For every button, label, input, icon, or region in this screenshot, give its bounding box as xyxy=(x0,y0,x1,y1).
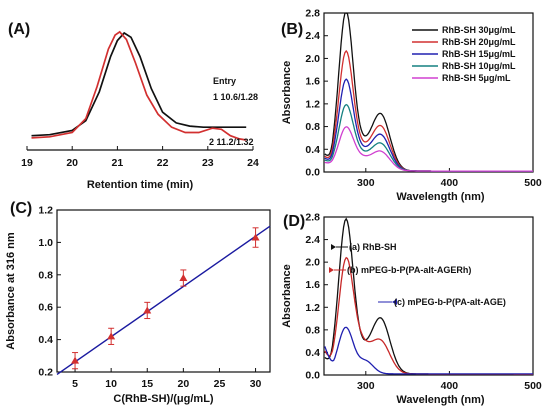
tick-label-b-x: 400 xyxy=(441,177,459,189)
tick-label-c-x: 10 xyxy=(105,378,117,390)
series-d-3 xyxy=(324,326,533,375)
series-b-5 xyxy=(324,126,533,172)
plot-frame-b xyxy=(323,12,534,173)
tick-label-d-y: 0.4 xyxy=(305,347,320,359)
tick-label-b-x: 500 xyxy=(524,177,542,189)
axis-label-a-x: Retention time (min) xyxy=(87,179,194,191)
tick-label-a-x: 23 xyxy=(202,157,214,169)
tick-label-d-x: 500 xyxy=(524,380,542,392)
tick-label-c-x: 5 xyxy=(72,378,78,390)
series-a-2 xyxy=(31,30,247,141)
legend-label-b-2: RhB-SH 20μg/mL xyxy=(442,37,516,47)
tick-label-d-x: 400 xyxy=(441,380,459,392)
panel-label-d: (D) xyxy=(283,213,305,230)
annotation-arrowhead-d-1 xyxy=(331,244,336,250)
plot-frame-d xyxy=(323,216,534,376)
legend-label-b-4: RhB-SH 10μg/mL xyxy=(442,61,516,71)
tick-label-c-x: 20 xyxy=(178,378,190,390)
tick-label-a-x: 21 xyxy=(112,157,124,169)
data-point-c xyxy=(107,332,116,340)
fit-line-c xyxy=(56,225,271,376)
plot-frame-c xyxy=(56,209,271,373)
panel-label-c: (C) xyxy=(10,200,32,217)
tick-label-a-x: 19 xyxy=(21,157,33,169)
series-a-1 xyxy=(31,31,247,137)
tick-label-c-y: 0.2 xyxy=(38,367,53,379)
annotation-label-d-2: (b) mPEG-b-P(PA-alt-AGERh) xyxy=(347,265,471,275)
tick-label-c-y: 1.2 xyxy=(38,205,53,217)
tick-label-b-y: 0.0 xyxy=(305,167,320,179)
tick-label-d-y: 2.8 xyxy=(305,212,320,224)
data-point-c xyxy=(143,306,152,314)
tick-label-a-x: 20 xyxy=(66,157,78,169)
tick-label-b-y: 1.6 xyxy=(305,76,320,88)
tick-label-d-x: 300 xyxy=(357,380,375,392)
tick-label-d-y: 1.2 xyxy=(305,302,320,314)
panel-label-a: (A) xyxy=(8,21,30,38)
legend-label-b-3: RhB-SH 15μg/mL xyxy=(442,49,516,59)
tick-label-b-y: 2.8 xyxy=(305,8,320,20)
tick-label-b-y: 2.4 xyxy=(305,30,320,42)
tick-label-c-y: 1.0 xyxy=(38,237,53,249)
tick-label-d-y: 0.0 xyxy=(305,370,320,382)
entry-label-a-1: 1 10.6/1.28 xyxy=(213,92,258,102)
legend-label-b-1: RhB-SH 30μg/mL xyxy=(442,25,516,35)
annotation-arrowhead-d-2 xyxy=(329,267,334,273)
panel-label-b: (B) xyxy=(281,21,303,38)
entry-title-a: Entry xyxy=(213,76,236,86)
tick-label-b-x: 300 xyxy=(357,177,375,189)
tick-label-d-y: 1.6 xyxy=(305,279,320,291)
tick-label-b-y: 1.2 xyxy=(305,98,320,110)
tick-label-c-x: 25 xyxy=(214,378,226,390)
data-point-c xyxy=(251,233,260,241)
data-point-c xyxy=(71,356,80,364)
axis-label-d-x: Wavelength (nm) xyxy=(396,394,485,406)
tick-label-c-y: 0.4 xyxy=(38,334,53,346)
tick-label-c-x: 30 xyxy=(250,378,262,390)
tick-label-b-y: 0.8 xyxy=(305,121,320,133)
tick-label-a-x: 24 xyxy=(247,157,259,169)
data-point-c xyxy=(179,274,188,282)
tick-label-b-y: 0.4 xyxy=(305,144,320,156)
series-d-2 xyxy=(324,256,533,375)
annotation-arrowhead-d-3 xyxy=(392,299,397,305)
tick-label-a-x: 22 xyxy=(157,157,169,169)
axis-label-d-y: Absorbance xyxy=(281,264,293,328)
entry-label-a-2: 2 11.2/1.32 xyxy=(209,137,254,147)
axis-label-b-y: Absorbance xyxy=(281,61,293,125)
tick-label-d-y: 0.8 xyxy=(305,324,320,336)
axis-label-c-x: C(RhB-SH)/(μg/mL) xyxy=(113,393,214,405)
tick-label-c-x: 15 xyxy=(141,378,153,390)
tick-label-d-y: 2.0 xyxy=(305,257,320,269)
axis-label-c-y: Absorbance at 316 nm xyxy=(5,232,17,350)
legend-label-b-5: RhB-SH 5μg/mL xyxy=(442,73,511,83)
tick-label-b-y: 2.0 xyxy=(305,53,320,65)
annotation-label-d-1: (a) RhB-SH xyxy=(349,242,397,252)
tick-label-c-y: 0.8 xyxy=(38,269,53,281)
tick-label-d-y: 2.4 xyxy=(305,234,320,246)
axis-label-b-x: Wavelength (nm) xyxy=(396,191,485,203)
annotation-label-d-3: (c) mPEG-b-P(PA-alt-AGE) xyxy=(394,297,506,307)
tick-label-c-y: 0.6 xyxy=(38,302,53,314)
